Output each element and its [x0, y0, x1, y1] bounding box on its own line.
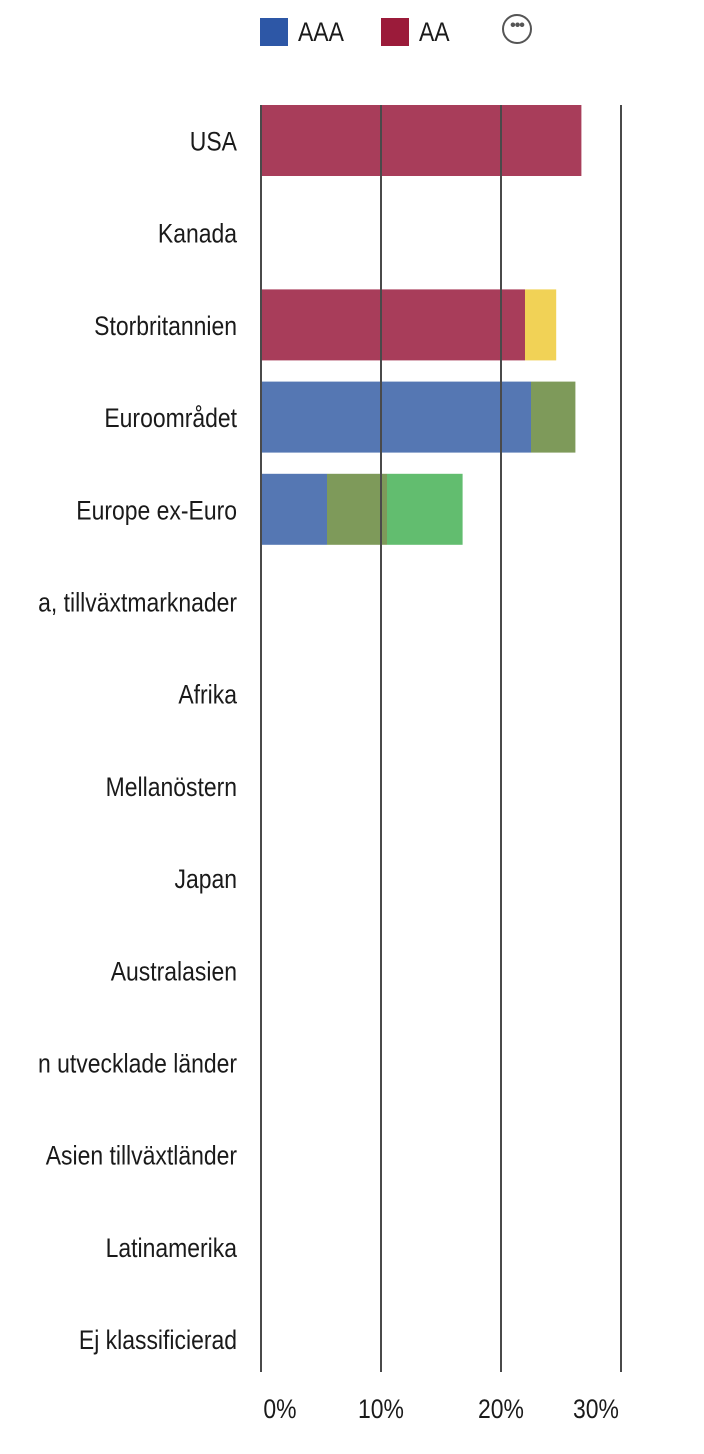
x-tick-label: 20% [478, 1394, 524, 1424]
category-label: Kanada [158, 219, 237, 249]
more-options-icon[interactable]: ••• [502, 14, 532, 44]
bar-segment[interactable] [261, 289, 525, 361]
category-label: Japan [174, 864, 237, 894]
x-tick-label: 30% [573, 1394, 619, 1424]
category-label: Asien tillväxtländer [46, 1141, 237, 1171]
bar-segment[interactable] [261, 381, 531, 453]
bar-segment[interactable] [261, 473, 327, 545]
category-label: Storbritannien [94, 311, 237, 341]
legend-swatch-aaa [260, 18, 288, 46]
x-tick-label: 0% [263, 1394, 296, 1424]
legend-label-aaa: AAA [298, 16, 344, 47]
bar-segment[interactable] [525, 289, 557, 361]
legend-swatch-aa [381, 18, 409, 46]
category-label: a, tillväxtmarknader [38, 588, 237, 618]
bar-segment[interactable] [327, 473, 387, 545]
category-label: Afrika [178, 680, 237, 710]
legend-item-aaa[interactable]: AAA [260, 14, 352, 50]
legend-item-aa[interactable]: AA [381, 14, 455, 50]
bar-segment[interactable] [531, 381, 576, 453]
legend-label-aa: AA [419, 16, 450, 47]
category-label: Europe ex-Euro [76, 496, 237, 526]
bar-segment[interactable] [387, 473, 463, 545]
category-label: USA [190, 127, 237, 157]
category-label: Ej klassificierad [79, 1325, 237, 1355]
category-label: Euroområdet [104, 403, 237, 433]
bar-segment[interactable] [261, 105, 582, 176]
category-label: n utvecklade länder [38, 1049, 237, 1079]
category-label: Australasien [111, 957, 237, 987]
category-label: Mellanöstern [106, 772, 237, 802]
category-label: Latinamerika [106, 1233, 237, 1263]
x-tick-label: 10% [358, 1394, 404, 1424]
